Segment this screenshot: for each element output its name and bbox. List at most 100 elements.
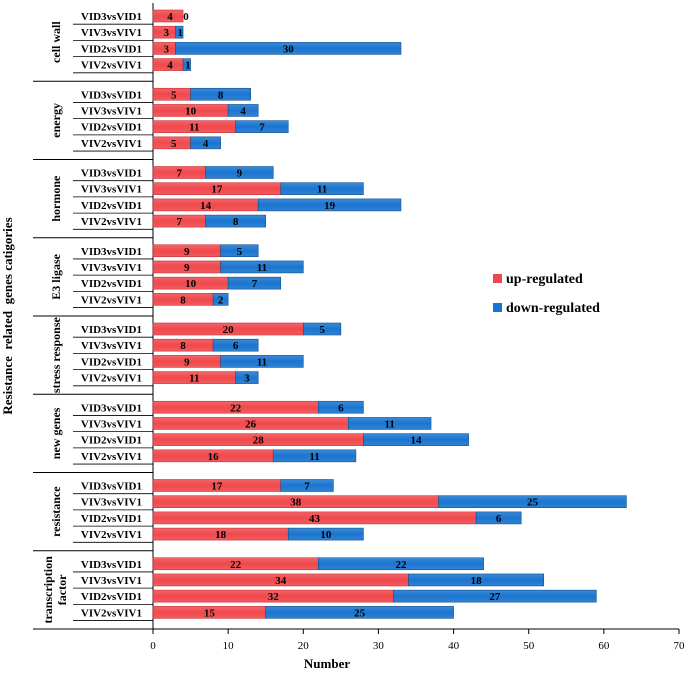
bar-down-label: 7 — [252, 278, 258, 290]
group-label: resistance — [49, 486, 63, 537]
category-label: VIV2vsVIV1 — [81, 607, 142, 619]
bar-up-label: 5 — [171, 89, 177, 101]
group-label: E3 ligase — [49, 253, 63, 299]
category-label: VIV2vsVIV1 — [81, 451, 142, 463]
bar-down-label: 11 — [257, 262, 267, 274]
bar-down-label: 18 — [471, 575, 483, 587]
category-label: VID2vsVID1 — [81, 122, 142, 134]
category-label: VIV3vsVIV1 — [81, 27, 142, 39]
bar-up-label: 3 — [164, 43, 170, 55]
category-label: VID3vsVID1 — [81, 402, 142, 414]
category-label: VID3vsVID1 — [81, 246, 142, 258]
category-label: VIV2vsVIV1 — [81, 216, 142, 228]
bar-down-label: 25 — [354, 607, 366, 619]
group-label: new genes — [49, 407, 63, 459]
category-label: VID3vsVID1 — [81, 324, 142, 336]
x-tick-label: 50 — [523, 640, 535, 652]
bar-up-label: 43 — [309, 513, 321, 525]
category-label: VID3vsVID1 — [81, 11, 142, 23]
bar-down-label: 11 — [309, 451, 319, 463]
category-label: VID2vsVID1 — [81, 591, 142, 603]
bar-up-label: 16 — [208, 451, 220, 463]
category-label: VIV3vsVIV1 — [81, 418, 142, 430]
legend-label-down: down-regulated — [506, 301, 600, 316]
bar-up-label: 9 — [184, 356, 190, 368]
bar-up-label: 22 — [230, 559, 242, 571]
category-label: VIV3vsVIV1 — [81, 105, 142, 117]
bar-down-label: 22 — [395, 559, 407, 571]
x-tick-label: 40 — [448, 640, 460, 652]
bar-down-label: 10 — [320, 529, 332, 541]
bar-up-label: 11 — [189, 122, 199, 134]
bar-down-label: 14 — [411, 435, 423, 447]
bar-up-label: 17 — [211, 481, 223, 493]
category-label: VID3vsVID1 — [81, 559, 142, 571]
category-label: VIV2vsVIV1 — [81, 529, 142, 541]
bar-down-label: 7 — [259, 122, 265, 134]
group-label: factor — [55, 574, 69, 605]
x-tick-label: 30 — [373, 640, 385, 652]
bar-up-label: 20 — [223, 324, 235, 336]
bar-down-label: 27 — [489, 591, 501, 603]
bar-up-label: 5 — [171, 138, 177, 150]
bar-up-label: 4 — [167, 60, 173, 72]
y-axis-title: Resistance related genes catigories — [0, 217, 15, 414]
x-tick-label: 10 — [223, 640, 235, 652]
bar-up-label: 9 — [184, 262, 190, 274]
bar-down-label: 3 — [244, 373, 250, 385]
bar-up-label: 26 — [245, 418, 257, 430]
bar-up-label: 10 — [185, 105, 197, 117]
category-label: VID2vsVID1 — [81, 435, 142, 447]
category-label: VIV3vsVIV1 — [81, 340, 142, 352]
bar-down-label: 25 — [527, 497, 539, 509]
bar-down-label: 19 — [324, 200, 336, 212]
bar-down-label: 5 — [237, 246, 243, 258]
bar-down-label: 7 — [304, 481, 310, 493]
bar-up-label: 3 — [164, 27, 170, 39]
category-label: VIV3vsVIV1 — [81, 497, 142, 509]
x-axis-title: Number — [304, 656, 350, 671]
bar-down-label: 1 — [185, 60, 191, 72]
bar-down-label: 11 — [384, 418, 394, 430]
bar-down-label: 11 — [317, 184, 327, 196]
bar-down-label: 30 — [283, 43, 295, 55]
category-label: VIV2vsVIV1 — [81, 138, 142, 150]
category-label: VID2vsVID1 — [81, 513, 142, 525]
bar-up-label: 7 — [177, 216, 183, 228]
x-tick-label: 70 — [674, 640, 685, 652]
bar-up-label: 9 — [184, 246, 190, 258]
category-label: VID3vsVID1 — [81, 89, 142, 101]
bar-down-label: 1 — [178, 27, 184, 39]
category-label: VID3vsVID1 — [81, 168, 142, 180]
bar-down-label: 6 — [233, 340, 239, 352]
bar-down-label: 11 — [257, 356, 267, 368]
bar-up-label: 38 — [290, 497, 302, 509]
group-label: stress response — [49, 317, 63, 394]
group-label: energy — [49, 103, 63, 138]
bar-down-label: 9 — [237, 168, 243, 180]
bar-up-label: 28 — [253, 435, 265, 447]
bar-up-label: 18 — [215, 529, 227, 541]
category-label: VIV2vsVIV1 — [81, 373, 142, 385]
bar-up-label: 32 — [268, 591, 280, 603]
group-label: hormone — [49, 175, 63, 222]
bar-up-label: 34 — [275, 575, 287, 587]
group-label: transcription — [41, 556, 55, 624]
bar-down-label: 6 — [338, 402, 344, 414]
category-label: VIV2vsVIV1 — [81, 60, 142, 72]
bar-down-label: 2 — [218, 294, 224, 306]
category-label: VIV3vsVIV1 — [81, 575, 142, 587]
bar-down-label: 5 — [319, 324, 325, 336]
group-label: cell wall — [49, 21, 63, 63]
category-label: VID2vsVID1 — [81, 278, 142, 290]
legend-swatch-up — [493, 274, 502, 283]
bar-down-label: 8 — [218, 89, 224, 101]
bar-up-label: 10 — [185, 278, 197, 290]
